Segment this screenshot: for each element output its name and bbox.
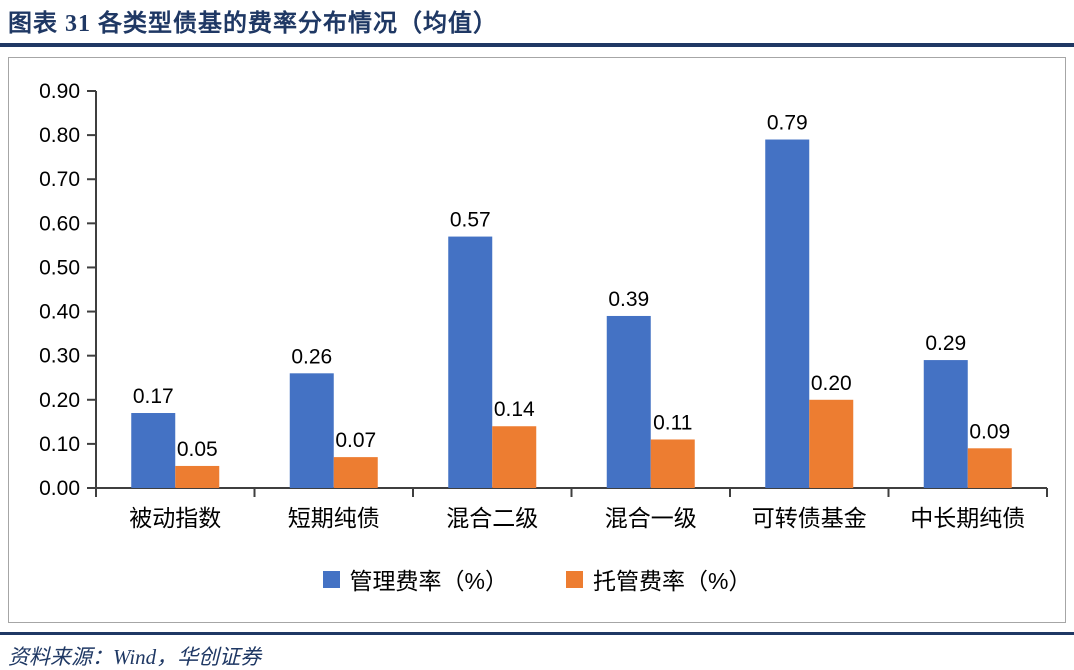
bar-custody-fee xyxy=(175,465,220,488)
x-category-label: 中长期纯债 xyxy=(910,505,1025,531)
x-category-label: 混合一级 xyxy=(605,505,697,531)
y-tick-label: 0.20 xyxy=(39,389,80,412)
bar-custody-fee xyxy=(809,399,854,488)
x-category-label: 可转债基金 xyxy=(752,505,867,531)
bar-management-fee xyxy=(289,373,334,488)
bar-chart: 0.00 0.10 0.20 0.30 0.40 0.50 0.60 0.70 0.80 0.90… xyxy=(39,80,1048,531)
y-tick-label: 0.00 xyxy=(39,477,80,500)
bar-value-label: 0.07 xyxy=(335,429,376,452)
x-category-label: 混合二级 xyxy=(446,505,538,531)
bar-value-label: 0.39 xyxy=(608,288,649,311)
source-text: 资料来源：Wind，华创证券 xyxy=(8,645,262,669)
bar-value-label: 0.14 xyxy=(494,398,535,421)
bar-value-label: 0.17 xyxy=(133,385,174,408)
bar-custody-fee xyxy=(492,426,537,488)
bar-management-fee xyxy=(765,139,810,488)
legend-label-management-fee: 管理费率（%） xyxy=(349,568,508,594)
y-tick-label: 0.30 xyxy=(39,345,80,368)
y-tick-label: 0.80 xyxy=(39,124,80,147)
bar-management-fee xyxy=(923,360,968,488)
bar-management-fee xyxy=(606,315,651,488)
bar-value-label: 0.57 xyxy=(450,209,491,232)
legend-label-custody-fee: 托管费率（%） xyxy=(593,568,752,594)
bar-value-label: 0.11 xyxy=(653,411,692,434)
bar-value-label: 0.79 xyxy=(767,112,808,135)
bar-management-fee xyxy=(448,236,493,488)
x-category-label: 短期纯债 xyxy=(288,505,380,531)
bar-value-label: 0.20 xyxy=(811,372,852,395)
legend-item-management-fee: 管理费率（%） xyxy=(322,562,508,596)
legend-item-custody-fee: 托管费率（%） xyxy=(566,562,751,596)
source-divider xyxy=(0,632,1074,635)
bar-custody-fee xyxy=(967,448,1012,488)
y-tick-label: 0.10 xyxy=(39,433,80,456)
y-tick-label: 0.40 xyxy=(39,301,80,324)
y-tick-label: 0.60 xyxy=(39,212,80,235)
y-tick-label: 0.70 xyxy=(39,168,80,191)
figure-title: 图表 31 各类型债基的费率分布情况（均值） xyxy=(8,11,498,37)
bar-value-label: 0.09 xyxy=(969,420,1010,443)
bar-value-label: 0.05 xyxy=(177,438,218,461)
bar-custody-fee xyxy=(650,439,695,488)
y-tick-label: 0.50 xyxy=(39,256,80,279)
title-divider xyxy=(0,43,1074,47)
x-category-label: 被动指数 xyxy=(129,505,221,531)
chart-legend: 管理费率（%） 托管费率（%） xyxy=(9,562,1065,596)
bar-value-label: 0.29 xyxy=(925,332,966,355)
bar-management-fee xyxy=(131,413,176,488)
bar-value-label: 0.26 xyxy=(291,345,332,368)
chart-container: 0.00 0.10 0.20 0.30 0.40 0.50 0.60 0.70 0.80 0.90… xyxy=(8,57,1066,623)
legend-swatch-orange-icon xyxy=(566,570,583,588)
y-tick-label: 0.90 xyxy=(39,80,80,103)
legend-swatch-blue-icon xyxy=(322,570,340,588)
bar-custody-fee xyxy=(333,457,378,488)
